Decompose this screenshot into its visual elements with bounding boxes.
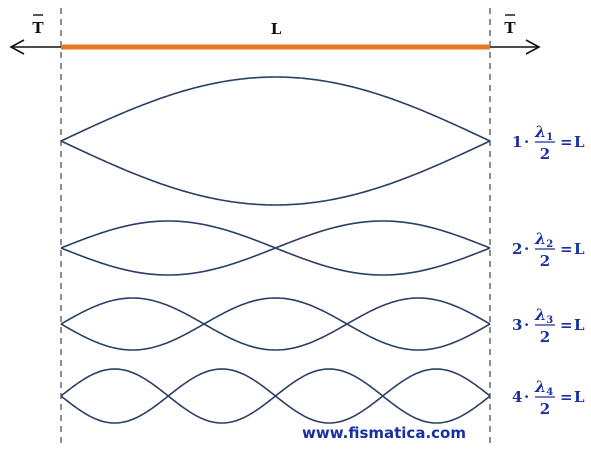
mode-1-formula: 1 · λ1 2 = L	[512, 122, 585, 163]
wave-upper-curve	[60, 297, 491, 351]
wave-lower-curve	[60, 368, 491, 424]
website-watermark: www.fismatica.com	[302, 424, 466, 442]
right-tension-text: T	[504, 19, 516, 37]
string-length-symbol: L	[574, 240, 585, 258]
mode-4-wave	[60, 368, 491, 424]
mode-1-wave	[60, 76, 491, 206]
mode-3-formula: 3 · λ3 2 = L	[512, 305, 585, 346]
fraction-denominator: 2	[540, 145, 550, 163]
mode-formulas: 1 ·λ12= L2 ·λ22= L3 ·λ32= L4 ·λ42= L	[512, 122, 585, 418]
mode-coefficient: 3	[512, 316, 522, 334]
wavelength-symbol: λ2	[534, 229, 553, 250]
left-tension-text: T	[32, 19, 44, 37]
dot-operator: ·	[524, 316, 529, 334]
fraction-denominator: 2	[540, 400, 550, 418]
length-label: L	[271, 20, 282, 38]
mode-2-wave	[60, 220, 491, 276]
equals-sign: =	[560, 133, 573, 151]
string-length-symbol: L	[574, 316, 585, 334]
mode-2-formula: 2 ·λ22= L	[512, 229, 585, 270]
equals-sign: =	[560, 388, 573, 406]
dot-operator: ·	[524, 133, 529, 151]
mode-3-wave	[60, 297, 491, 351]
equals-sign: =	[560, 240, 573, 258]
right-tension-label: T	[504, 14, 516, 37]
wavelength-symbol: λ1	[534, 122, 553, 143]
wavelength-symbol: λ4	[534, 377, 553, 398]
wave-lower-curve	[60, 297, 491, 351]
dot-operator: ·	[524, 240, 529, 258]
fraction-denominator: 2	[540, 252, 550, 270]
fraction-denominator: 2	[540, 328, 550, 346]
string-length-symbol: L	[574, 133, 585, 151]
wave-upper-curve	[60, 76, 491, 142]
equals-sign: =	[560, 316, 573, 334]
wavelength-symbol: λ3	[534, 305, 553, 326]
wave-modes	[60, 76, 491, 424]
right-tension-arrow	[490, 39, 541, 55]
wave-lower-curve	[60, 220, 491, 276]
string-length-symbol: L	[574, 388, 585, 406]
mode-coefficient: 2	[512, 240, 522, 258]
mode-coefficient: 4	[512, 388, 522, 406]
mode-4-formula: 4 · λ4 2 = L	[512, 377, 585, 418]
mode-coefficient: 1	[512, 133, 522, 151]
wave-lower-curve	[60, 140, 491, 206]
dot-operator: ·	[524, 388, 529, 406]
left-tension-label: T	[32, 14, 44, 37]
left-tension-arrow	[9, 39, 61, 55]
